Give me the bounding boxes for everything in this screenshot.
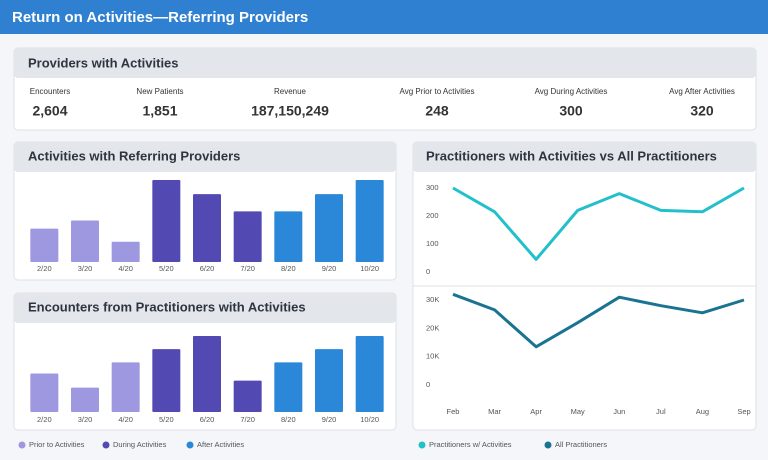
- bar: [30, 228, 59, 262]
- x-tick-label: 3/20: [78, 415, 93, 424]
- bar: [233, 380, 262, 412]
- x-tick-label: 10/20: [360, 264, 379, 273]
- legend-label: All Practitioners: [555, 440, 607, 449]
- bar: [315, 194, 343, 262]
- x-tick-label: 5/20: [159, 415, 174, 424]
- kpi-value: 300: [559, 103, 583, 119]
- bar: [274, 211, 303, 262]
- x-tick-label: 2/20: [37, 415, 52, 424]
- y-tick-label: 100: [426, 239, 439, 248]
- y-tick-label: 0: [426, 267, 430, 276]
- kpi-value: 1,851: [142, 103, 177, 119]
- bar: [193, 336, 221, 412]
- panel-title: Encounters from Practitioners with Activ…: [28, 299, 306, 314]
- kpi-value: 2,604: [32, 103, 67, 119]
- x-tick-label: 4/20: [118, 264, 133, 273]
- x-tick-label: 9/20: [322, 415, 337, 424]
- legend-marker: [18, 441, 26, 449]
- bar: [274, 362, 303, 412]
- x-tick-label: 2/20: [37, 264, 52, 273]
- bar: [152, 349, 181, 412]
- kpi-label: New Patients: [136, 87, 183, 96]
- x-tick-label: Apr: [530, 407, 542, 416]
- bar: [111, 362, 140, 412]
- kpi-value: 248: [425, 103, 449, 119]
- y-tick-label: 200: [426, 211, 439, 220]
- x-tick-label: Jul: [656, 407, 666, 416]
- y-tick-label: 0: [426, 380, 430, 389]
- x-tick-label: 5/20: [159, 264, 174, 273]
- y-tick-label: 300: [426, 183, 439, 192]
- page-title: Return on Activities—Referring Providers: [12, 9, 308, 26]
- bar: [111, 241, 140, 262]
- x-tick-label: Mar: [488, 407, 501, 416]
- panel-title: Activities with Referring Providers: [28, 148, 240, 163]
- y-tick-label: 30K: [426, 295, 439, 304]
- bar: [355, 180, 384, 262]
- bar: [315, 349, 343, 412]
- bar: [193, 194, 221, 262]
- x-tick-label: 10/20: [360, 415, 379, 424]
- kpi-value: 187,150,249: [251, 103, 329, 119]
- x-tick-label: 6/20: [200, 264, 215, 273]
- x-tick-label: Jun: [613, 407, 625, 416]
- legend-marker: [186, 441, 194, 449]
- x-tick-label: 4/20: [118, 415, 133, 424]
- kpi-label: Revenue: [274, 87, 307, 96]
- x-tick-label: Feb: [447, 407, 460, 416]
- x-tick-label: 8/20: [281, 264, 296, 273]
- panel-title: Practitioners with Activities vs All Pra…: [426, 148, 717, 163]
- x-tick-label: 8/20: [281, 415, 296, 424]
- line: [452, 292, 745, 349]
- bar: [233, 211, 262, 262]
- bar: [71, 387, 99, 412]
- legend-marker: [544, 441, 552, 449]
- panel-header: [14, 293, 396, 323]
- kpi-value: 320: [690, 103, 714, 119]
- x-tick-label: Sep: [737, 407, 750, 416]
- x-tick-label: 3/20: [78, 264, 93, 273]
- bar: [30, 373, 59, 412]
- bar: [71, 220, 99, 262]
- x-tick-label: 7/20: [240, 415, 255, 424]
- panel-header: [14, 48, 756, 78]
- x-tick-label: 9/20: [322, 264, 337, 273]
- line: [452, 186, 745, 261]
- bar: [355, 336, 384, 412]
- x-tick-label: May: [571, 407, 585, 416]
- y-tick-label: 20K: [426, 323, 439, 332]
- legend-label: During Activities: [113, 440, 167, 449]
- x-tick-label: Aug: [696, 407, 709, 416]
- kpi-label: Avg Prior to Activities: [400, 87, 475, 96]
- kpi-label: Avg After Activities: [669, 87, 735, 96]
- x-tick-label: 6/20: [200, 415, 215, 424]
- legend-label: After Activities: [197, 440, 244, 449]
- panel-title: Providers with Activities: [28, 55, 179, 70]
- panel-header: [14, 142, 396, 172]
- bar: [152, 180, 181, 262]
- legend-marker: [102, 441, 110, 449]
- legend-marker: [418, 441, 426, 449]
- legend-label: Practitioners w/ Activities: [429, 440, 512, 449]
- panel-header: [413, 142, 756, 172]
- x-tick-label: 7/20: [240, 264, 255, 273]
- kpi-label: Avg During Activities: [535, 87, 608, 96]
- y-tick-label: 10K: [426, 352, 439, 361]
- legend-label: Prior to Activities: [29, 440, 85, 449]
- kpi-label: Encounters: [30, 87, 70, 96]
- header-bar: [0, 0, 768, 34]
